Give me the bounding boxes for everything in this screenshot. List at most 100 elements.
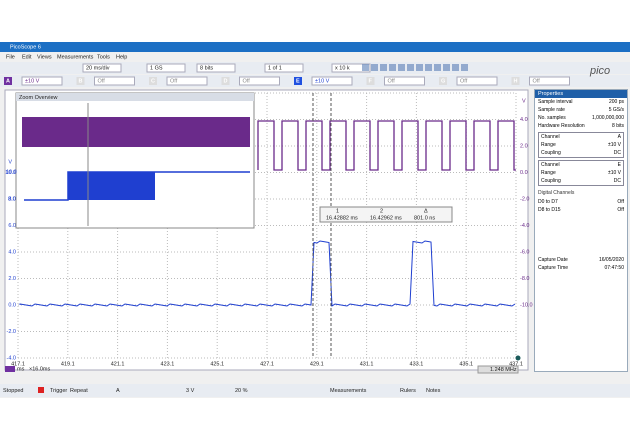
property-label: D8 to D15 — [538, 207, 561, 213]
tool-icon[interactable] — [425, 64, 432, 71]
channel-range[interactable]: Off — [460, 78, 468, 84]
property-value: A — [617, 134, 621, 140]
range-dropdown[interactable] — [166, 76, 208, 86]
property-label: Hardware Resolution — [538, 123, 585, 129]
tool-icon[interactable] — [398, 64, 405, 71]
tool-icon[interactable] — [371, 64, 378, 71]
dropdown[interactable] — [82, 63, 122, 73]
toolbar-field[interactable]: 1 of 1 — [268, 65, 282, 71]
logo: pico — [589, 65, 610, 77]
tool-icon[interactable] — [389, 64, 396, 71]
channel-button[interactable] — [439, 77, 447, 85]
range-dropdown[interactable] — [21, 76, 63, 86]
menu-item[interactable]: Help — [116, 54, 127, 60]
zoom-overview[interactable] — [15, 92, 255, 229]
property-row: Range ±10 V — [539, 169, 623, 177]
status-trigger-mode[interactable]: Repeat — [70, 388, 88, 394]
channel-range[interactable]: Off — [243, 78, 251, 84]
property-row: Coupling DC — [539, 177, 623, 185]
range-dropdown[interactable] — [384, 76, 425, 86]
x-tick-label: 435.1 — [459, 361, 473, 367]
channel-range[interactable]: Off — [533, 78, 541, 84]
property-value: DC — [613, 178, 621, 184]
tool-icon[interactable] — [452, 64, 459, 71]
y-tick-label: -4.0 — [7, 355, 16, 361]
toolbar-field[interactable]: x 10 k — [335, 65, 350, 71]
property-row: D8 to D15 Off — [535, 206, 627, 214]
tool-icon[interactable] — [362, 64, 369, 71]
channel-button[interactable] — [76, 77, 85, 85]
tool-icon[interactable] — [434, 64, 441, 71]
property-value: DC — [613, 150, 621, 156]
dropdown[interactable] — [196, 63, 236, 73]
status-rulers[interactable]: Rulers — [400, 388, 416, 394]
channel-a-trace — [257, 120, 516, 171]
window-title: PicoScope 6 — [10, 44, 41, 50]
status-trigger-source[interactable]: A — [116, 388, 120, 394]
zoom-purple — [22, 117, 250, 147]
menu-item[interactable]: Views — [37, 54, 52, 60]
menu-item[interactable]: File — [6, 54, 15, 60]
dropdown[interactable] — [331, 63, 371, 73]
menu-item[interactable]: Measurements — [57, 54, 94, 60]
y-tick-label: -4.0 — [520, 223, 529, 229]
channel-button[interactable] — [4, 77, 12, 85]
tool-icon[interactable] — [461, 64, 468, 71]
channel-range[interactable]: ±10 V — [315, 78, 330, 84]
menu-item[interactable]: Edit — [22, 54, 32, 60]
channel-button[interactable] — [294, 77, 302, 85]
status-pre-trigger[interactable]: 20 % — [235, 388, 248, 394]
range-dropdown[interactable] — [529, 76, 570, 86]
dropdown[interactable] — [146, 63, 186, 73]
y-tick-label: 6.0 — [8, 223, 16, 229]
range-dropdown[interactable] — [456, 76, 498, 86]
range-dropdown[interactable] — [239, 76, 280, 86]
tool-icon[interactable] — [443, 64, 450, 71]
channel-range[interactable]: ±10 V — [25, 78, 40, 84]
toolbar-field[interactable]: 8 bits — [200, 65, 213, 71]
property-row: Range ±10 V — [539, 141, 623, 149]
status-measurements[interactable]: Measurements — [330, 388, 367, 394]
range-dropdown[interactable] — [311, 76, 353, 86]
channel-name: D — [224, 78, 228, 84]
channel-button[interactable] — [366, 77, 375, 85]
spacer — [535, 214, 627, 256]
y-tick-label: -2.0 — [520, 196, 529, 202]
x-tick-label: 429.1 — [310, 361, 324, 367]
tool-icon[interactable] — [416, 64, 423, 71]
tool-icon[interactable] — [407, 64, 414, 71]
property-value: 8 bits — [612, 123, 624, 129]
range-dropdown[interactable] — [94, 76, 135, 86]
tool-icon[interactable] — [380, 64, 387, 71]
dropdown[interactable] — [264, 63, 304, 73]
channel-name: H — [514, 78, 518, 84]
channel-button[interactable] — [511, 77, 520, 85]
x-tick-label: 423.1 — [161, 361, 175, 367]
property-label: Sample rate — [538, 107, 565, 113]
channel-range[interactable]: Off — [388, 78, 396, 84]
channel-range[interactable]: Off — [98, 78, 106, 84]
zoom-label: 8.0 — [8, 196, 16, 202]
status-trigger[interactable]: Trigger — [50, 388, 67, 394]
menu-item[interactable]: Tools — [97, 54, 110, 60]
frequency: 1.248 MHz — [490, 367, 517, 373]
x-tick-label: 417.1 — [11, 361, 25, 367]
ruler-value: 801.0 ns — [414, 215, 435, 221]
status-threshold[interactable]: 3 V — [186, 388, 195, 394]
stop-button[interactable] — [38, 387, 44, 393]
x-tick-label: 437.1 — [509, 361, 523, 367]
panel-title: Properties — [535, 90, 627, 98]
channel-e-trace — [19, 240, 516, 307]
toolbar-field[interactable]: 1 GS — [150, 65, 163, 71]
property-value: 200 ps — [608, 99, 624, 105]
axis-badge — [5, 366, 15, 372]
property-row: D0 to D7 Off — [535, 198, 627, 206]
property-label: Range — [541, 170, 556, 176]
toolbar-field[interactable]: 20 ms/div — [86, 65, 110, 71]
status-notes[interactable]: Notes — [426, 388, 441, 394]
trigger-marker — [515, 355, 521, 361]
channel-range[interactable]: Off — [170, 78, 178, 84]
channel-button[interactable] — [149, 77, 157, 85]
channel-button[interactable] — [221, 77, 230, 85]
